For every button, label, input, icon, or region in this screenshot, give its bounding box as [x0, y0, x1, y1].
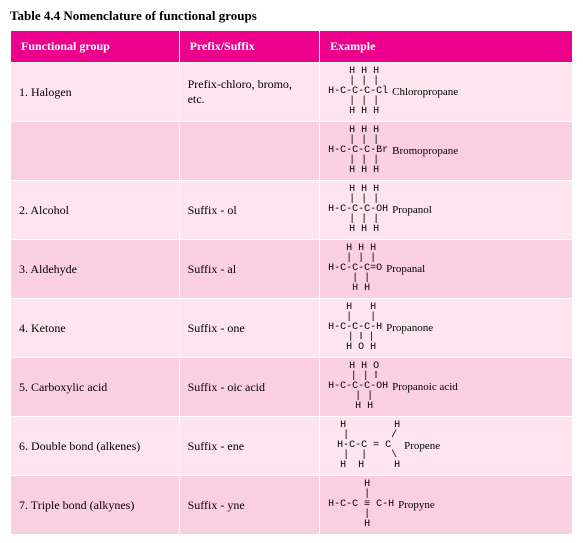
compound-name: Propyne	[398, 499, 564, 511]
table-row: 2. Alcohol Suffix - ol H H H | | | H-C-C…	[11, 181, 573, 240]
fg-cell: 7. Triple bond (alkynes)	[11, 476, 180, 535]
compound-name: Propanoic acid	[392, 381, 564, 393]
structure-diagram: H H H | | | H-C-C-C=O | | H H	[328, 244, 382, 294]
structure-diagram: H H H | | | H-C-C-C-Br | | | H H H	[328, 126, 388, 176]
fg-cell: 2. Alcohol	[11, 181, 180, 240]
example-cell: H | H-C-C ≡ C-H | H Propyne	[320, 476, 573, 535]
example-cell: H H H | | | H-C-C-C-Br | | | H H H Bromo…	[320, 122, 573, 181]
table-row: H H H | | | H-C-C-C-Br | | | H H H Bromo…	[11, 122, 573, 181]
ps-cell: Prefix-chloro, bromo, etc.	[179, 63, 320, 122]
ps-cell: Suffix - one	[179, 299, 320, 358]
compound-name: Propene	[404, 440, 564, 452]
header-prefix-suffix: Prefix/Suffix	[179, 31, 320, 63]
structure-diagram: H H H | | | H-C-C-C-Cl | | | H H H	[328, 67, 388, 117]
example-cell: H H H | | | H-C-C-C=O | | H H Propanal	[320, 240, 573, 299]
table-row: 3. Aldehyde Suffix - al H H H | | | H-C-…	[11, 240, 573, 299]
header-functional-group: Functional group	[11, 31, 180, 63]
fg-cell	[11, 122, 180, 181]
fg-cell: 4. Ketone	[11, 299, 180, 358]
example-cell: H H O | | ‖ H-C-C-C-OH | | H H Propanoic…	[320, 358, 573, 417]
fg-cell: 6. Double bond (alkenes)	[11, 417, 180, 476]
compound-name: Propanal	[386, 263, 564, 275]
fg-cell: 5. Carboxylic acid	[11, 358, 180, 417]
structure-diagram: H | H-C-C ≡ C-H | H	[328, 480, 394, 530]
example-cell: H H | / H-C-C = C | | \ H H H Propene	[320, 417, 573, 476]
compound-name: Propanone	[386, 322, 564, 334]
table-row: 1. Halogen Prefix-chloro, bromo, etc. H …	[11, 63, 573, 122]
table-title: Table 4.4 Nomenclature of functional gro…	[10, 8, 573, 24]
header-row: Functional group Prefix/Suffix Example	[11, 31, 573, 63]
example-cell: H H | | H-C-C-C-H | ‖ | H O H Propanone	[320, 299, 573, 358]
table-body: 1. Halogen Prefix-chloro, bromo, etc. H …	[11, 63, 573, 535]
table-row: 7. Triple bond (alkynes) Suffix - yne H …	[11, 476, 573, 535]
header-example: Example	[320, 31, 573, 63]
ps-cell: Suffix - al	[179, 240, 320, 299]
fg-cell: 3. Aldehyde	[11, 240, 180, 299]
table-row: 6. Double bond (alkenes) Suffix - ene H …	[11, 417, 573, 476]
fg-cell: 1. Halogen	[11, 63, 180, 122]
example-cell: H H H | | | H-C-C-C-OH | | | H H H Propa…	[320, 181, 573, 240]
structure-diagram: H H H | | | H-C-C-C-OH | | | H H H	[328, 185, 388, 235]
structure-diagram: H H | / H-C-C = C | | \ H H H	[328, 421, 400, 471]
ps-cell: Suffix - ene	[179, 417, 320, 476]
compound-name: Propanol	[392, 204, 564, 216]
ps-cell: Suffix - ol	[179, 181, 320, 240]
ps-cell: Suffix - yne	[179, 476, 320, 535]
compound-name: Bromopropane	[392, 145, 564, 157]
table-row: 5. Carboxylic acid Suffix - oic acid H H…	[11, 358, 573, 417]
ps-cell	[179, 122, 320, 181]
nomenclature-table: Functional group Prefix/Suffix Example 1…	[10, 30, 573, 535]
structure-diagram: H H | | H-C-C-C-H | ‖ | H O H	[328, 303, 382, 353]
compound-name: Chloropropane	[392, 86, 564, 98]
structure-diagram: H H O | | ‖ H-C-C-C-OH | | H H	[328, 362, 388, 412]
table-row: 4. Ketone Suffix - one H H | | H-C-C-C-H…	[11, 299, 573, 358]
example-cell: H H H | | | H-C-C-C-Cl | | | H H H Chlor…	[320, 63, 573, 122]
ps-cell: Suffix - oic acid	[179, 358, 320, 417]
